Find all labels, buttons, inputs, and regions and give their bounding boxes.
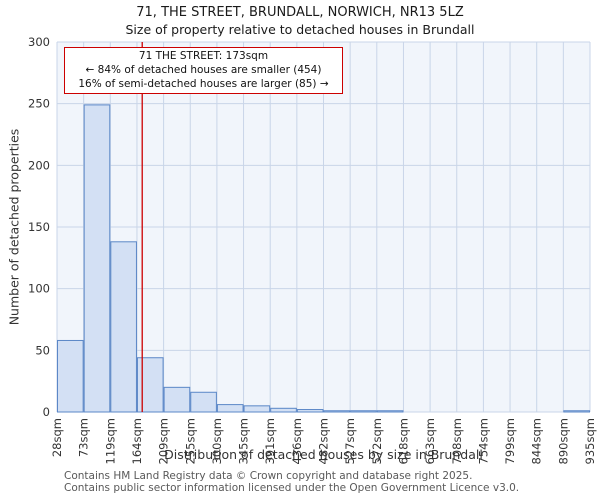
histogram-bar (83, 104, 111, 413)
histogram-bar (243, 405, 271, 413)
x-tick-label: 164sqm (130, 418, 144, 464)
annotation-box: 71 THE STREET: 173sqm ← 84% of detached … (64, 47, 343, 94)
x-tick-label: 663sqm (423, 418, 437, 464)
histogram-bar (296, 409, 324, 413)
y-tick-label: 150 (28, 220, 50, 234)
x-tick-label: 119sqm (103, 418, 117, 464)
footer: Contains HM Land Registry data © Crown c… (64, 470, 520, 494)
x-tick-label: 935sqm (583, 418, 597, 464)
x-tick-label: 436sqm (290, 418, 304, 464)
chart-title: 71, THE STREET, BRUNDALL, NORWICH, NR13 … (136, 5, 464, 20)
annotation-larger-line: 16% of semi-detached houses are larger (… (78, 78, 329, 90)
x-tick-label: 799sqm (503, 418, 517, 464)
annotation-title: 71 THE STREET: 173sqm (138, 50, 269, 62)
y-tick-label: 100 (28, 282, 50, 296)
histogram-bar (163, 386, 191, 413)
footer-line-1: Contains HM Land Registry data © Crown c… (64, 470, 473, 482)
x-tick-label: 28sqm (50, 418, 64, 457)
y-tick-label: 200 (28, 158, 50, 172)
x-tick-label: 572sqm (370, 418, 384, 464)
x-tick-label: 391sqm (263, 418, 277, 464)
x-tick-label: 73sqm (77, 418, 91, 457)
histogram-bar (57, 339, 84, 413)
x-tick-label: 618sqm (396, 418, 410, 464)
x-tick-label: 890sqm (556, 418, 570, 464)
x-tick-label: 708sqm (450, 418, 464, 464)
footer-line-2: Contains public sector information licen… (64, 481, 520, 494)
histogram-bar (350, 410, 377, 413)
y-axis-label: Number of detached properties (6, 128, 22, 326)
histogram-bar (216, 404, 244, 413)
y-tick-label: 300 (28, 35, 50, 49)
chart-subtitle: Size of property relative to detached ho… (125, 22, 475, 37)
histogram-bar (376, 410, 404, 413)
histogram-bar (323, 410, 351, 413)
x-axis-label: Distribution of detached houses by size … (164, 447, 483, 462)
x-tick-label: 255sqm (183, 418, 197, 464)
annotation-smaller-line: ← 84% of detached houses are smaller (45… (85, 64, 322, 76)
histogram-bar (136, 357, 164, 413)
x-tick-label: 844sqm (530, 418, 544, 464)
x-tick-label: 300sqm (210, 418, 224, 464)
x-tick-label: 482sqm (317, 418, 331, 464)
histogram-bar (563, 410, 590, 413)
y-tick-label: 0 (43, 405, 50, 419)
histogram-bar (270, 407, 297, 413)
histogram-bar (190, 391, 217, 413)
x-tick-label: 527sqm (343, 418, 357, 464)
y-tick-label: 50 (35, 343, 50, 357)
x-tick-label: 345sqm (237, 418, 251, 464)
x-tick-label: 754sqm (476, 418, 490, 464)
y-tick-label: 250 (28, 97, 50, 111)
histogram-bar (110, 241, 137, 413)
x-tick-label: 209sqm (157, 418, 171, 464)
